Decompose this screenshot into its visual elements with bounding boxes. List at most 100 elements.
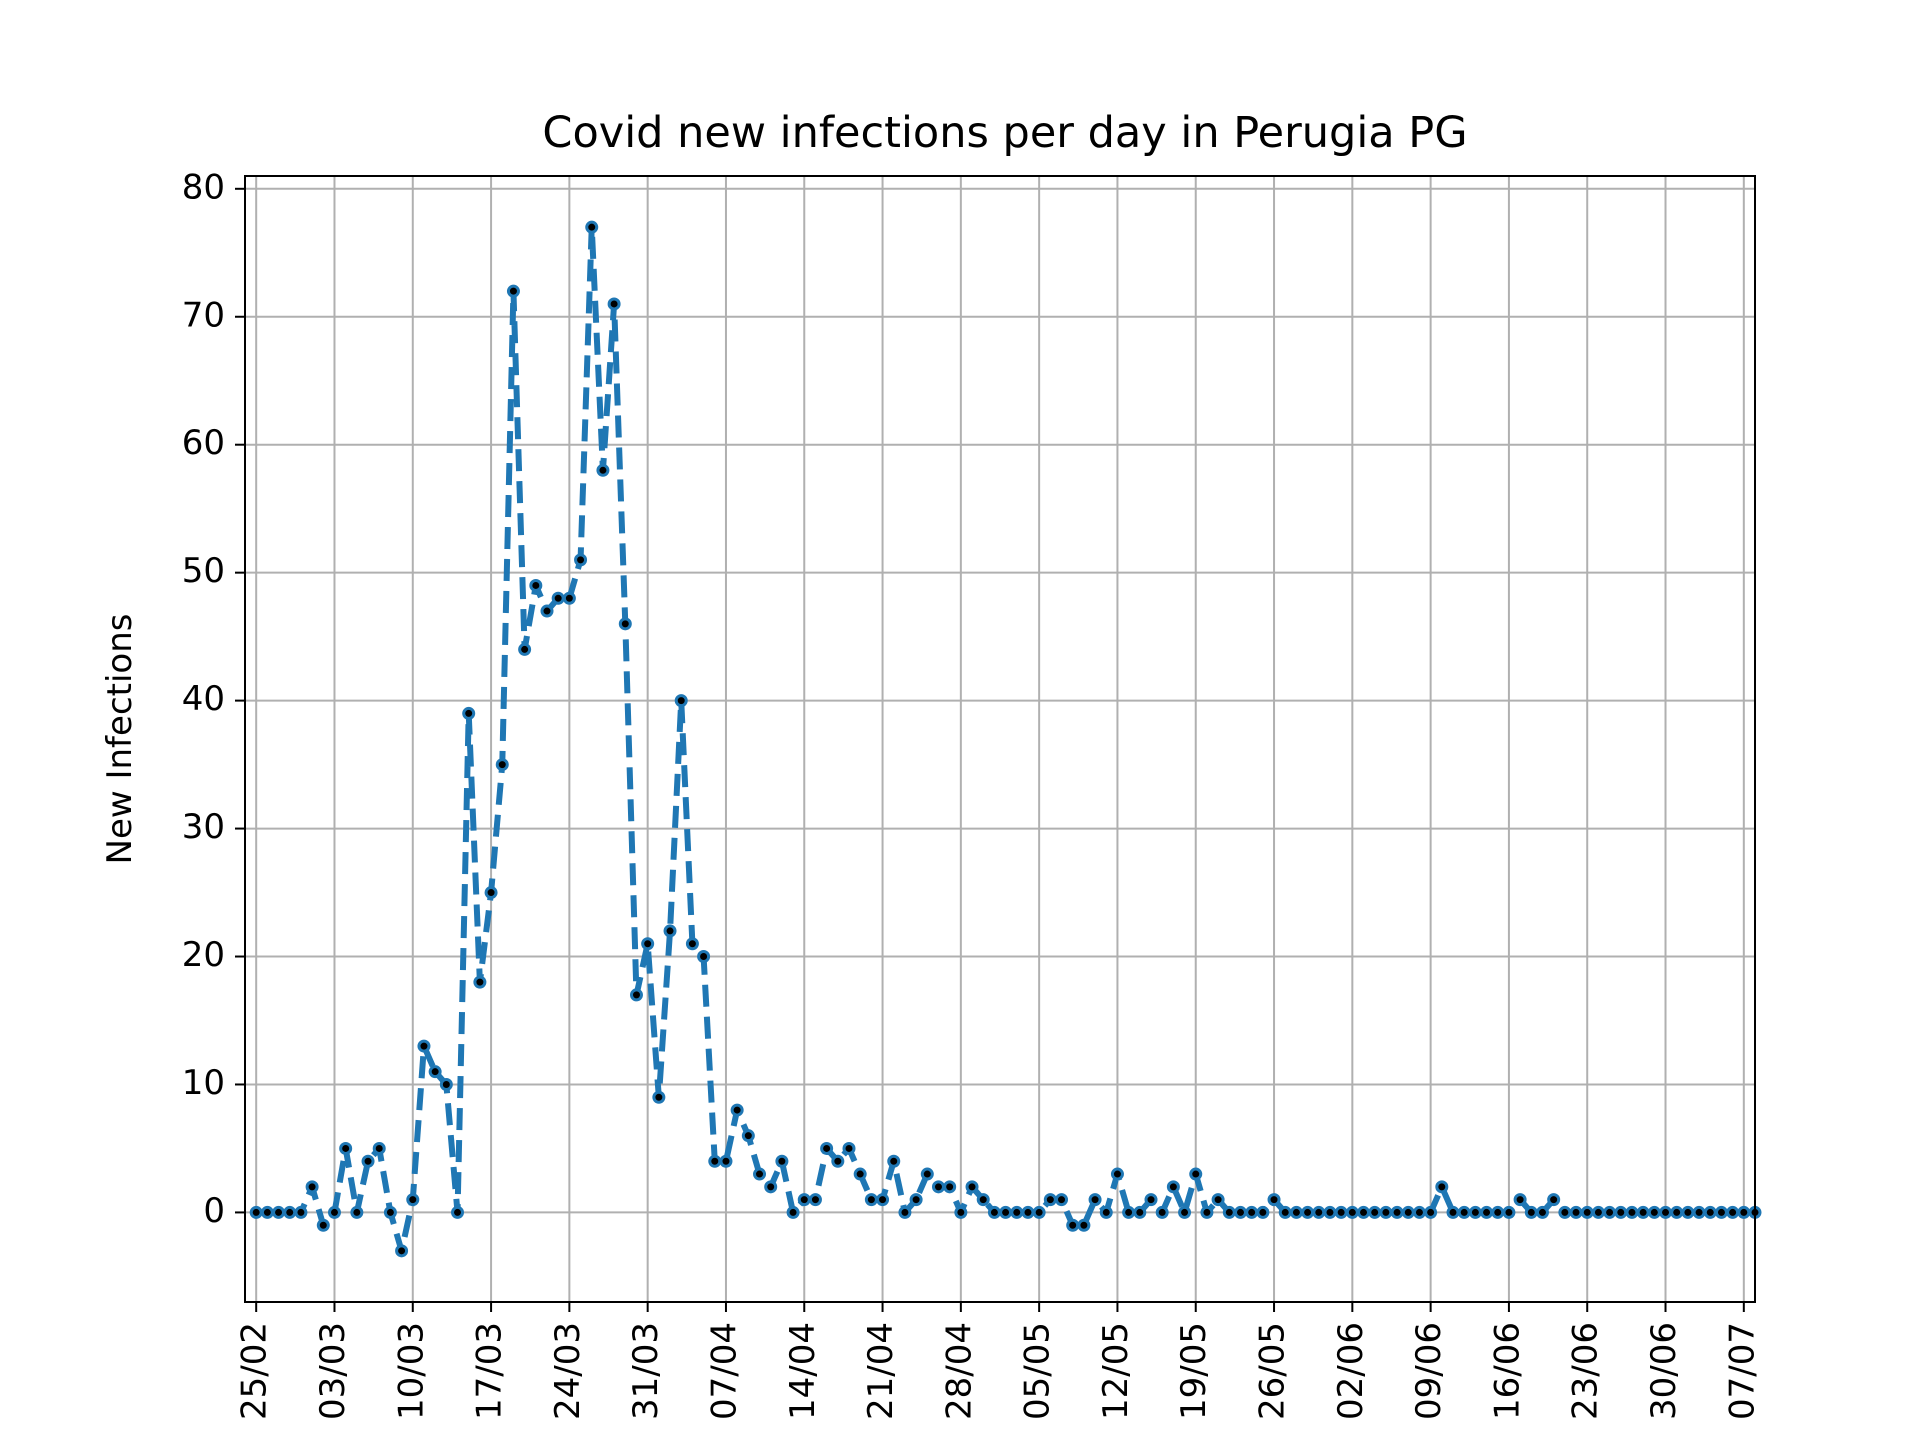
- data-point: [1110, 1167, 1124, 1181]
- data-point: [1558, 1205, 1572, 1219]
- data-point: [484, 886, 498, 900]
- x-tick-label: 12/05: [1096, 1322, 1136, 1420]
- data-point: [305, 1180, 319, 1194]
- data-point: [1569, 1205, 1583, 1219]
- data-point: [831, 1154, 845, 1168]
- data-point: [1424, 1205, 1438, 1219]
- data-point: [1368, 1205, 1382, 1219]
- data-point: [954, 1205, 968, 1219]
- x-tick-label: 09/06: [1409, 1322, 1449, 1420]
- data-point: [260, 1205, 274, 1219]
- data-point: [1737, 1205, 1751, 1219]
- x-tick-label: 14/04: [783, 1322, 823, 1420]
- data-point: [685, 937, 699, 951]
- data-point: [1233, 1205, 1247, 1219]
- data-point: [786, 1205, 800, 1219]
- data-point: [1603, 1205, 1617, 1219]
- data-point: [1480, 1205, 1494, 1219]
- data-point: [1614, 1205, 1628, 1219]
- data-point: [1547, 1193, 1561, 1207]
- data-point: [495, 758, 509, 772]
- data-point: [864, 1193, 878, 1207]
- data-point: [1681, 1205, 1695, 1219]
- data-point: [439, 1077, 453, 1091]
- data-point: [1692, 1205, 1706, 1219]
- data-point: [462, 706, 476, 720]
- x-tick-label: 05/05: [1018, 1322, 1058, 1420]
- data-point: [406, 1193, 420, 1207]
- x-tick-label: 21/04: [861, 1322, 901, 1420]
- data-point: [775, 1154, 789, 1168]
- data-point: [1412, 1205, 1426, 1219]
- data-point: [1401, 1205, 1415, 1219]
- data-point: [1670, 1205, 1684, 1219]
- data-point: [417, 1039, 431, 1053]
- data-point: [294, 1205, 308, 1219]
- data-point: [909, 1193, 923, 1207]
- data-point: [350, 1205, 364, 1219]
- data-point: [652, 1090, 666, 1104]
- data-point: [1625, 1205, 1639, 1219]
- x-tick-label: 24/03: [548, 1322, 588, 1420]
- data-point: [1714, 1205, 1728, 1219]
- data-point: [1513, 1193, 1527, 1207]
- data-point: [1468, 1205, 1482, 1219]
- data-point: [1032, 1205, 1046, 1219]
- data-point: [976, 1193, 990, 1207]
- data-point: [708, 1154, 722, 1168]
- data-point: [1636, 1205, 1650, 1219]
- data-point: [1659, 1205, 1673, 1219]
- data-point: [451, 1205, 465, 1219]
- data-point: [1144, 1193, 1158, 1207]
- data-point: [1133, 1205, 1147, 1219]
- data-point: [674, 694, 688, 708]
- data-point: [1647, 1205, 1661, 1219]
- data-point: [1021, 1205, 1035, 1219]
- data-point: [529, 578, 543, 592]
- data-point: [629, 988, 643, 1002]
- data-point: [764, 1180, 778, 1194]
- data-point: [697, 950, 711, 964]
- x-tick-label: 02/06: [1331, 1322, 1371, 1420]
- data-point: [1088, 1193, 1102, 1207]
- data-point: [1580, 1205, 1594, 1219]
- data-point: [1591, 1205, 1605, 1219]
- data-point: [1099, 1205, 1113, 1219]
- data-point: [898, 1205, 912, 1219]
- data-points: [249, 220, 1762, 1258]
- y-tick-label: 50: [182, 551, 225, 591]
- data-point: [372, 1141, 386, 1155]
- data-point: [339, 1141, 353, 1155]
- x-tick-label: 25/02: [235, 1322, 275, 1420]
- data-point: [249, 1205, 263, 1219]
- x-tick-label: 26/05: [1253, 1322, 1293, 1420]
- data-point: [931, 1180, 945, 1194]
- data-point: [1502, 1205, 1516, 1219]
- data-point: [1334, 1205, 1348, 1219]
- data-point: [1267, 1193, 1281, 1207]
- data-point: [808, 1193, 822, 1207]
- data-point: [1457, 1205, 1471, 1219]
- data-point: [741, 1129, 755, 1143]
- data-point: [1446, 1205, 1460, 1219]
- chart-title: Covid new infections per day in Perugia …: [542, 108, 1467, 158]
- data-point: [1077, 1218, 1091, 1232]
- data-point: [1345, 1205, 1359, 1219]
- series-line: [256, 224, 1755, 1254]
- y-axis-label: New Infections: [100, 614, 140, 865]
- data-point: [428, 1065, 442, 1079]
- data-point: [999, 1205, 1013, 1219]
- data-point: [1491, 1205, 1505, 1219]
- data-point: [383, 1205, 397, 1219]
- data-point: [585, 220, 599, 234]
- y-tick-label: 70: [182, 295, 225, 335]
- series-path: [256, 224, 1755, 1254]
- data-point: [283, 1205, 297, 1219]
- data-point: [887, 1154, 901, 1168]
- data-point: [1211, 1193, 1225, 1207]
- x-tick-label: 31/03: [626, 1322, 666, 1420]
- y-tick-label: 0: [203, 1191, 225, 1231]
- data-point: [1435, 1180, 1449, 1194]
- data-point: [1703, 1205, 1717, 1219]
